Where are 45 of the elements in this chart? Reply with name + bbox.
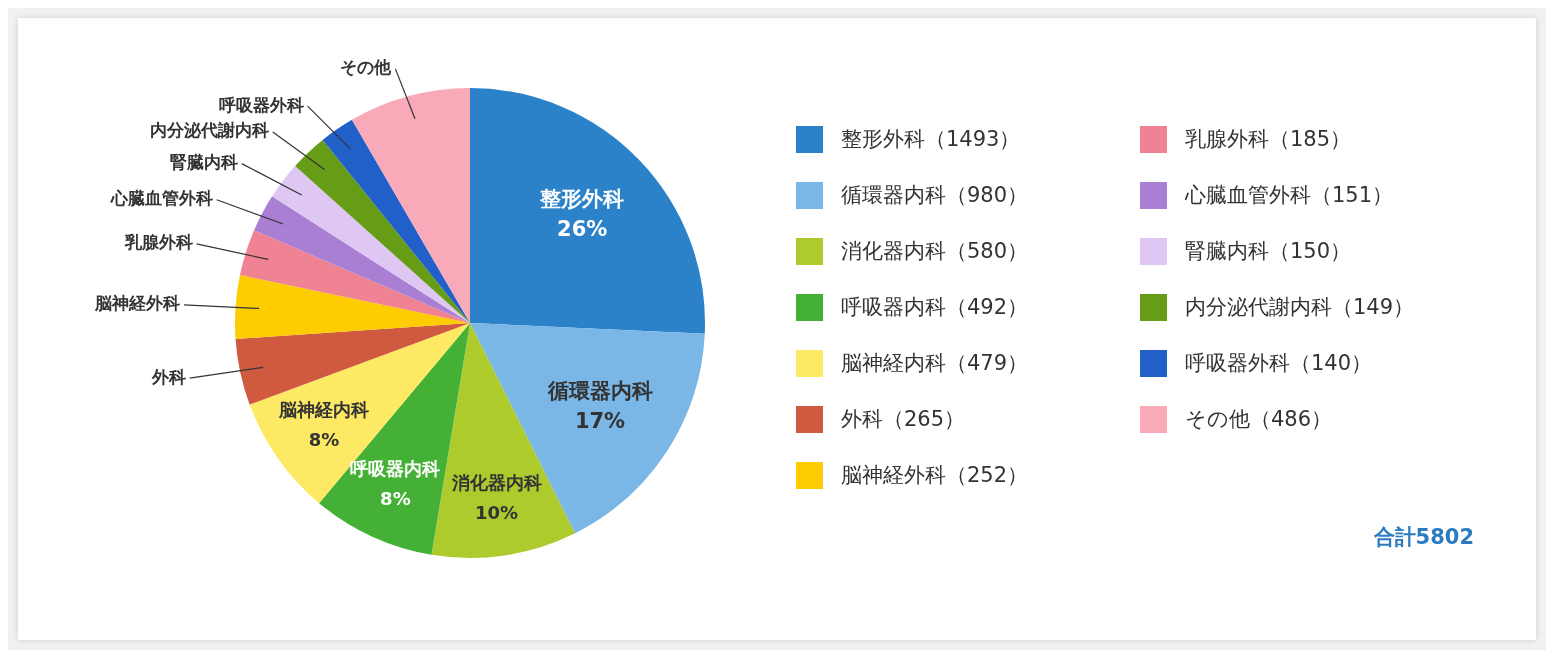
- slice-label: 脳神経外科: [93, 293, 180, 314]
- data-label: （1493）: [925, 126, 1021, 153]
- slice-label: 循環器内科: [546, 379, 653, 404]
- slice-label: 内分泌代謝内科: [149, 120, 269, 141]
- text: 17%: [574, 409, 626, 434]
- legend-label: 脳神経内科: [841, 350, 946, 377]
- text: 10%: [475, 502, 519, 524]
- legend-label: 脳神経外科: [841, 462, 946, 489]
- slice-label: 外科: [150, 366, 186, 387]
- legend-label: その他: [1185, 406, 1250, 433]
- data-label: （265）: [883, 406, 966, 433]
- legend-label: 乳腺外科: [1185, 126, 1269, 153]
- text: 8%: [380, 487, 411, 509]
- text: 26%: [557, 217, 608, 242]
- legend-label: 整形外科: [841, 126, 925, 153]
- data-label: （150）: [1269, 238, 1352, 265]
- legend-label: 消化器内科: [841, 238, 946, 265]
- data-label: （479）: [946, 350, 1029, 377]
- slice-label: 呼吸器内科: [350, 457, 441, 479]
- slice-label: 脳神経内科: [278, 398, 370, 420]
- data-label: （580）: [946, 238, 1029, 265]
- data-label: （486）: [1250, 406, 1333, 433]
- data-label: （185）: [1269, 126, 1352, 153]
- slice-label: 整形外科: [539, 187, 625, 212]
- text: 8%: [308, 428, 340, 450]
- text: 合計5802: [1373, 524, 1474, 551]
- legend-label: 呼吸器内科: [841, 294, 946, 321]
- slice-label: 呼吸器外科: [218, 94, 304, 115]
- legend-label: 心臓血管外科: [1185, 182, 1311, 209]
- data-label: （140）: [1290, 350, 1373, 377]
- data-label: （151）: [1311, 182, 1394, 209]
- legend-label: 腎臓内科: [1185, 238, 1269, 265]
- legend-label: 内分泌代謝内科: [1185, 294, 1332, 321]
- legend-label: 呼吸器外科: [1185, 350, 1290, 377]
- slice-label: 消化器内科: [450, 472, 542, 494]
- data-label: （980）: [946, 182, 1029, 209]
- slice-label: 乳腺外科: [123, 232, 193, 253]
- slice-label: 腎臓内科: [169, 152, 238, 173]
- slice-label: 心臓血管外科: [109, 188, 213, 209]
- data-label: （492）: [946, 294, 1029, 321]
- legend-label: 循環器内科: [841, 182, 946, 209]
- data-label: （252）: [946, 462, 1029, 489]
- legend-label: 外科: [841, 406, 883, 433]
- data-label: （149）: [1332, 294, 1415, 321]
- slice-label: その他: [340, 57, 393, 78]
